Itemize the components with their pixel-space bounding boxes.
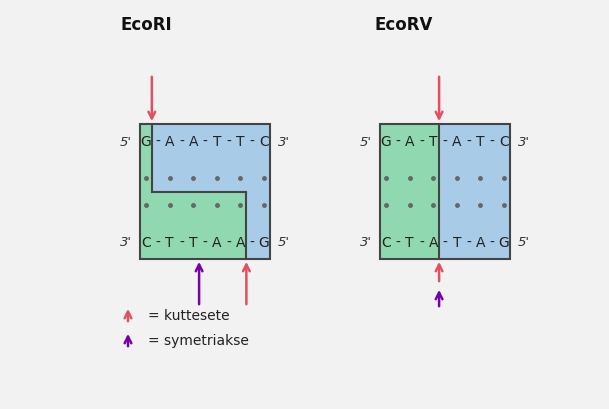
Text: -: - [466,135,471,148]
Text: G: G [259,236,269,249]
Bar [152,192,247,259]
Text: -: - [203,135,208,148]
Text: 5': 5' [120,135,132,148]
Text: -: - [250,236,255,249]
Text: -: - [443,236,448,249]
Text: C: C [499,135,509,148]
Text: T: T [452,236,461,249]
Text: A: A [452,135,462,148]
Text: 3': 3' [518,135,530,148]
Text: -: - [466,236,471,249]
Text: 3': 3' [360,236,372,249]
Text: -: - [419,135,424,148]
Text: -: - [395,135,400,148]
Text: G: G [499,236,510,249]
Text: A: A [405,135,414,148]
Text: -: - [155,135,160,148]
Text: EcoRV: EcoRV [375,16,434,34]
Bar [247,192,270,259]
Text: T: T [189,236,197,249]
Text: -: - [250,135,255,148]
Bar [380,125,510,259]
Text: 3': 3' [278,135,290,148]
Text: = symetriakse: = symetriakse [148,333,249,347]
Text: 3': 3' [120,236,132,249]
Text: -: - [490,236,495,249]
Bar [140,125,270,259]
Text: -: - [395,236,400,249]
Text: 5': 5' [518,236,530,249]
Text: C: C [381,236,391,249]
Text: A: A [476,236,485,249]
Text: A: A [429,236,438,249]
Bar [140,125,152,259]
Text: G: G [381,135,392,148]
Bar [380,125,439,259]
Text: -: - [490,135,495,148]
Text: T: T [406,236,414,249]
Text: -: - [179,135,184,148]
Text: T: T [165,236,174,249]
Text: A: A [165,135,174,148]
Text: C: C [141,236,151,249]
Bar [152,125,270,192]
Text: -: - [203,236,208,249]
Text: -: - [179,236,184,249]
Text: T: T [213,135,221,148]
Text: EcoRI: EcoRI [120,16,172,34]
Text: = kuttesete: = kuttesete [148,308,230,322]
Text: 5': 5' [278,236,290,249]
Text: C: C [259,135,269,148]
Text: -: - [226,236,231,249]
Text: A: A [236,236,245,249]
Bar [439,125,510,259]
Text: -: - [226,135,231,148]
Text: A: A [212,236,222,249]
Text: T: T [476,135,485,148]
Text: -: - [419,236,424,249]
Text: -: - [155,236,160,249]
Text: -: - [443,135,448,148]
Text: T: T [429,135,437,148]
Text: G: G [141,135,151,148]
Text: A: A [188,135,198,148]
Text: T: T [236,135,245,148]
Text: 5': 5' [360,135,372,148]
